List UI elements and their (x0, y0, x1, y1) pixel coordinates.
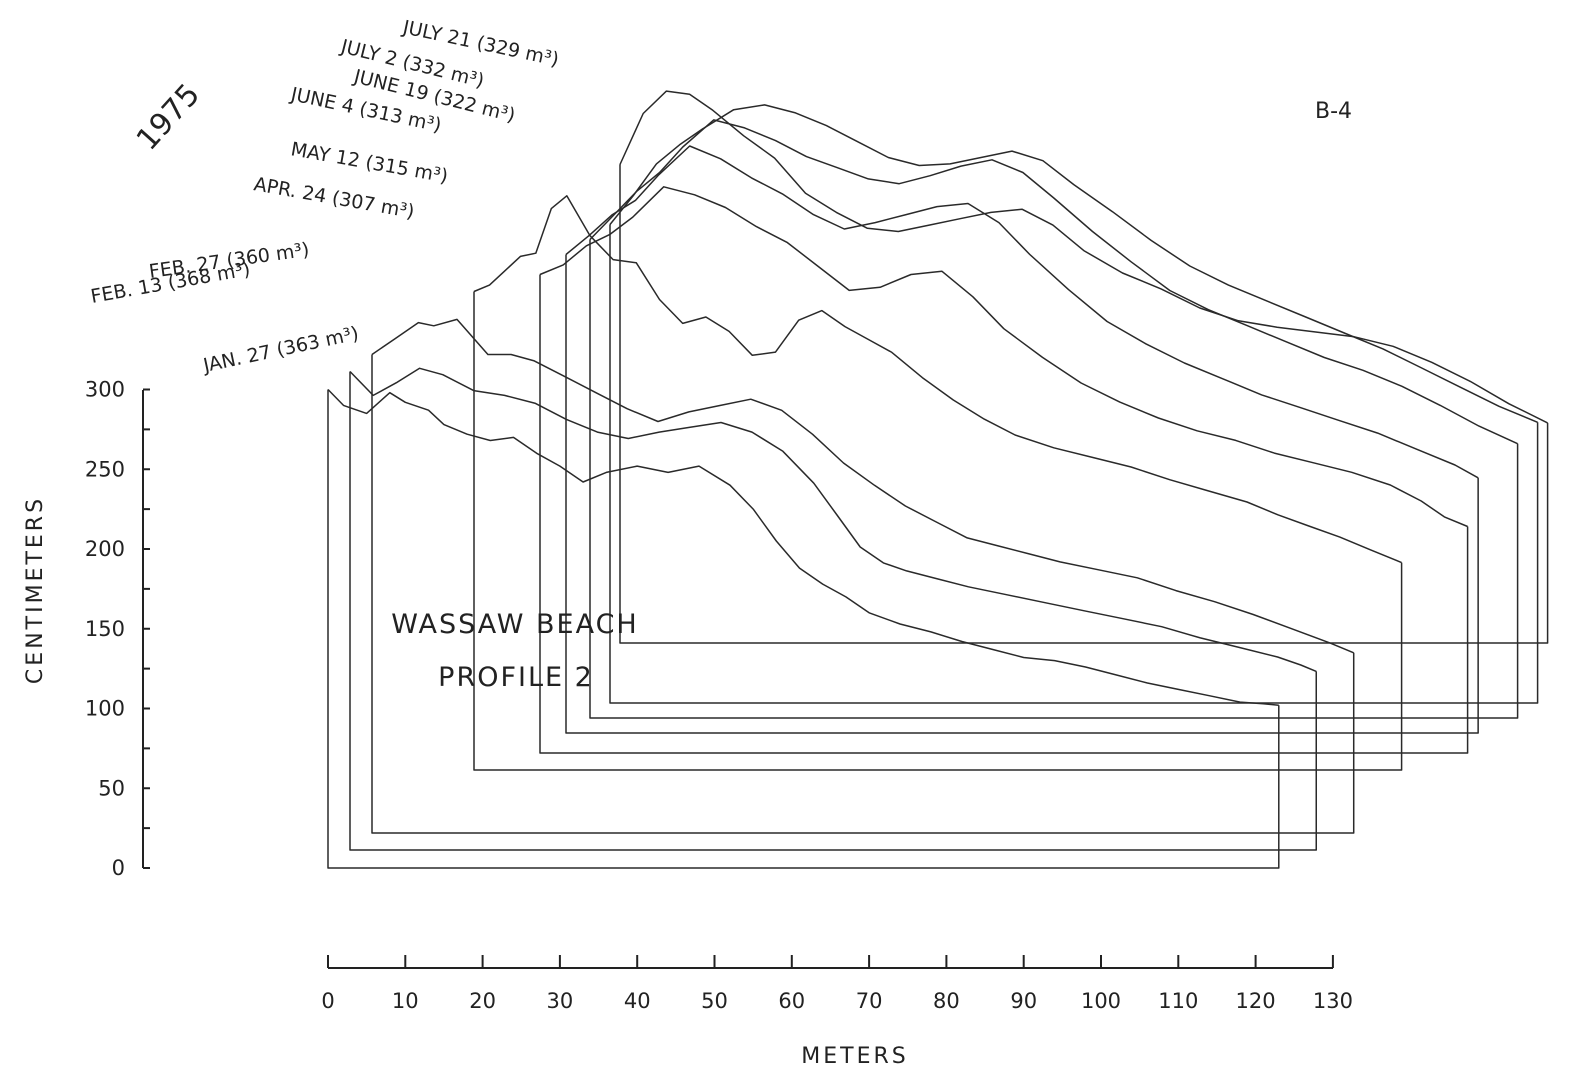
chart-subtitle: PROFILE 2 (438, 662, 594, 693)
y-tick-label: 100 (85, 697, 125, 721)
profile-closure (565, 254, 1479, 734)
y-tick-label: 250 (85, 457, 125, 481)
series-labels: JAN. 27 (363 m³)FEB. 13 (368 m³)FEB. 27 … (89, 16, 561, 377)
profile-closures (327, 164, 1549, 869)
x-axis-label: METERS (801, 1044, 908, 1069)
y-tick-label: 150 (85, 617, 125, 641)
x-tick-label: 20 (469, 989, 496, 1013)
x-tick-label: 10 (392, 989, 419, 1013)
x-tick-label: 100 (1081, 989, 1121, 1013)
y-tick-label: 300 (85, 378, 125, 402)
series-label: MAY 12 (315 m³) (289, 138, 449, 187)
profile-line (565, 145, 1479, 479)
x-tick-label: 30 (547, 989, 574, 1013)
x-ticks: 0 10 20 30 40 50 60 70 80 90 100 110 120 130 (321, 955, 1353, 1013)
y-tick-label: 200 (85, 537, 125, 561)
x-tick-label: 80 (933, 989, 960, 1013)
y-axis-label: CENTIMETERS (23, 496, 48, 684)
profile-line (619, 90, 1548, 424)
y-tick-label: 50 (98, 776, 125, 800)
panel-id: B-4 (1315, 99, 1352, 124)
chart-title: WASSAW BEACH (391, 609, 638, 640)
x-tick-label: 90 (1010, 989, 1037, 1013)
profile-lines (327, 90, 1548, 707)
profile-closure (327, 389, 1280, 869)
series-label: APR. 24 (307 m³) (252, 173, 416, 223)
x-tick-label: 130 (1313, 989, 1353, 1013)
x-tick-label: 50 (701, 989, 728, 1013)
profile-closure (371, 354, 1355, 834)
series-label: JAN. 27 (363 m³) (200, 323, 360, 378)
x-tick-label: 110 (1158, 989, 1198, 1013)
x-tick-label: 60 (778, 989, 805, 1013)
profile-line (327, 388, 1279, 707)
profile-closure (349, 371, 1317, 851)
profile-closure (589, 239, 1519, 719)
profile-closure (619, 164, 1549, 644)
profile-line (473, 195, 1402, 564)
profile-line (539, 186, 1468, 528)
year-label: 1975 (130, 77, 207, 157)
y-ticks: 0 50 100 150 200 250 300 (85, 378, 150, 880)
profile-line (609, 104, 1538, 423)
x-tick-label: 40 (624, 989, 651, 1013)
x-tick-label: 120 (1236, 989, 1276, 1013)
x-tick-label: 0 (321, 989, 334, 1013)
profile-closure (473, 291, 1403, 771)
profile-line (349, 367, 1317, 673)
y-tick-label: 0 (112, 856, 125, 880)
profile-line (371, 318, 1354, 654)
profile-closure (609, 224, 1539, 704)
profile-closure (539, 274, 1469, 754)
x-tick-label: 70 (856, 989, 883, 1013)
